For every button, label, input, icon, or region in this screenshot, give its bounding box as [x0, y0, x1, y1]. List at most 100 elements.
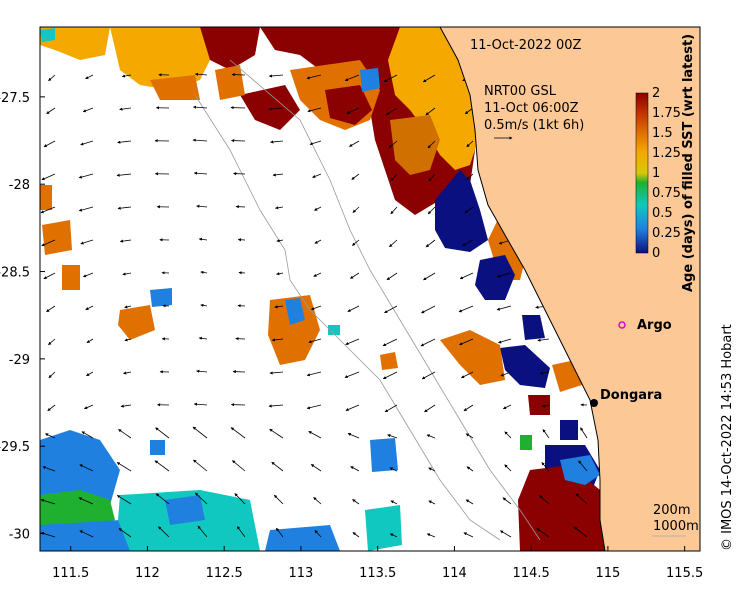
- current-vector: [116, 462, 132, 472]
- argo-marker-icon: [618, 321, 626, 329]
- dongara-marker-icon: [590, 399, 598, 407]
- map-title: 11-Oct-2022 00Z: [470, 38, 582, 53]
- current-vector: [458, 305, 474, 313]
- current-vector: [499, 530, 512, 538]
- current-vector: [350, 272, 360, 279]
- current-vector: [119, 107, 132, 111]
- current-vector: [237, 526, 246, 538]
- current-vector: [122, 272, 132, 276]
- current-vector: [48, 338, 56, 346]
- current-vector: [268, 107, 284, 111]
- plot-area: [40, 27, 700, 551]
- current-vector: [423, 272, 436, 281]
- land: [439, 27, 700, 551]
- current-vector: [390, 500, 398, 505]
- current-vector: [466, 466, 474, 472]
- current-vector: [496, 305, 512, 311]
- current-vector: [539, 371, 550, 375]
- current-vector: [460, 371, 474, 379]
- current-vector: [85, 305, 94, 311]
- current-vector: [314, 530, 322, 538]
- current-vector: [155, 493, 170, 505]
- current-vector: [422, 74, 436, 83]
- colorbar-tick-label: 0.25: [652, 226, 681, 241]
- current-vector: [270, 140, 284, 144]
- current-vector: [382, 338, 398, 347]
- current-vector: [193, 459, 208, 472]
- current-vector: [80, 140, 94, 146]
- current-vector: [384, 305, 398, 314]
- colorbar-tick-label: 1.25: [652, 146, 681, 161]
- current-vector: [575, 493, 588, 505]
- current-vector: [78, 206, 94, 212]
- current-vector: [459, 338, 474, 346]
- y-axis: -27.5 -28 -28.5 -29 -29.5 -30: [0, 91, 45, 543]
- current-vector: [234, 493, 246, 505]
- current-vector: [466, 140, 474, 148]
- current-vector: [573, 526, 588, 538]
- current-vector: [268, 404, 284, 408]
- current-vector: [79, 530, 94, 538]
- current-vector: [40, 206, 56, 214]
- current-vector: [155, 427, 170, 439]
- current-vector: [269, 371, 284, 375]
- current-vector: [580, 427, 588, 439]
- current-vector: [349, 140, 360, 147]
- current-vector: [119, 239, 132, 243]
- current-vector: [42, 466, 56, 472]
- current-vector: [347, 433, 360, 439]
- current-vector: [497, 338, 512, 344]
- current-vector: [121, 74, 132, 78]
- colorbar-tick-label: 0.5: [652, 206, 673, 221]
- current-vector: [196, 204, 208, 208]
- x-tick-label: 115.5: [666, 566, 703, 581]
- place-label-argo: Argo: [637, 318, 672, 333]
- credit-text: © IMOS 14-Oct-2022 14:53 Hobart: [720, 324, 735, 551]
- current-vector: [464, 206, 474, 214]
- current-vector: [306, 371, 322, 377]
- current-vector: [78, 497, 94, 505]
- current-vector: [542, 429, 550, 439]
- current-vector: [390, 206, 398, 215]
- model-info-line2: 11-Oct 06:00Z: [484, 101, 579, 116]
- current-vector: [314, 206, 322, 211]
- current-vector: [118, 528, 132, 538]
- current-vector: [386, 272, 398, 281]
- current-vector: [43, 140, 56, 148]
- current-vector: [308, 338, 322, 344]
- current-vector: [273, 494, 284, 505]
- current-vector: [314, 239, 322, 244]
- current-vector: [425, 239, 436, 248]
- current-vector: [158, 526, 170, 538]
- current-vector: [86, 371, 94, 377]
- current-vector: [46, 305, 56, 313]
- current-vector: [275, 206, 284, 210]
- current-vector: [117, 206, 132, 210]
- current-vector: [271, 461, 284, 472]
- current-vector: [85, 74, 94, 80]
- colorbar-title: Age (days) of filled SST (wrt latest): [681, 34, 696, 292]
- current-vector: [116, 495, 132, 505]
- current-vector: [82, 107, 94, 113]
- current-vector: [347, 305, 360, 312]
- bathy-legend-1000m: 1000m: [653, 519, 699, 534]
- current-vector: [192, 138, 208, 142]
- current-vector: [313, 497, 322, 505]
- y-tick-label: -27.5: [0, 91, 30, 106]
- current-vector: [350, 466, 360, 472]
- current-vector: [307, 107, 322, 113]
- colorbar-tick-label: 0.75: [652, 186, 681, 201]
- colorbar-tick-label: 1.5: [652, 126, 673, 141]
- current-vector: [421, 371, 436, 380]
- current-vector: [269, 428, 284, 439]
- current-vector: [426, 533, 436, 538]
- current-vector: [504, 431, 512, 439]
- current-vector: [425, 107, 436, 116]
- colorbar-tick-label: 1: [652, 166, 660, 181]
- current-vector: [41, 239, 56, 247]
- current-vector: [387, 434, 398, 439]
- current-vector: [310, 305, 322, 311]
- current-vector: [84, 404, 94, 410]
- x-tick-label: 115: [595, 566, 620, 581]
- current-vector: [500, 371, 512, 377]
